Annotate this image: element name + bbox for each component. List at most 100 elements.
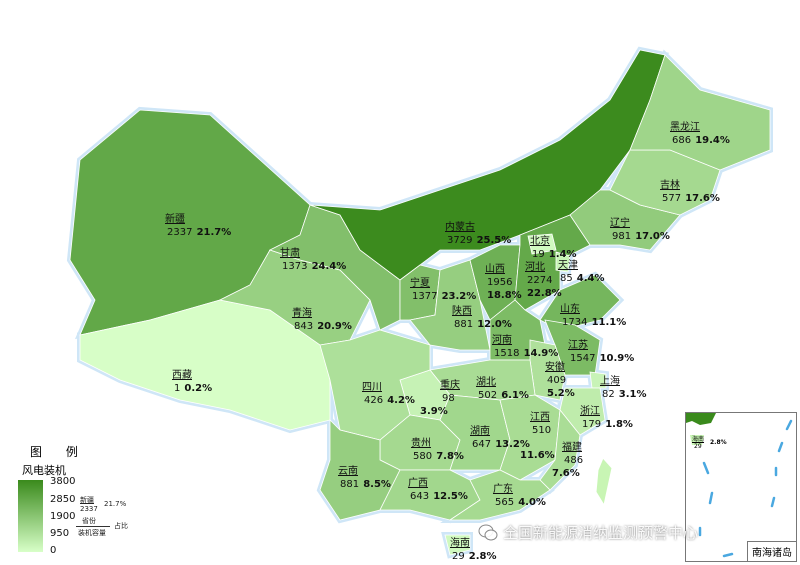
province-value: 426 — [364, 395, 383, 406]
province-name: 青海 — [292, 306, 312, 319]
legend-tick: 3800 — [50, 476, 76, 487]
province-value: 565 — [495, 497, 514, 508]
legend-color-bar — [18, 480, 43, 552]
legend-example-line — [76, 526, 110, 527]
province-name: 北京 — [530, 234, 550, 247]
province-name: 黑龙江 — [670, 120, 700, 133]
province-share: 14.9% — [524, 348, 559, 359]
province-value: 1377 — [412, 291, 437, 302]
province-name: 重庆 — [440, 378, 460, 391]
legend-example-province: 新疆 — [80, 496, 94, 504]
province-name: 云南 — [338, 464, 358, 477]
legend-tick: 0 — [50, 545, 57, 556]
province-share: 24.4% — [312, 261, 347, 272]
legend-example-side: 占比 — [114, 522, 128, 530]
province-value: 1547 — [570, 353, 595, 364]
province-value: 486 — [564, 455, 583, 466]
legend-example-bottom: 装机容量 — [78, 529, 106, 537]
province-share: 10.9% — [600, 353, 635, 364]
province-share: 13.2% — [495, 439, 530, 450]
province-value: 643 — [410, 491, 429, 502]
province-name: 山西 — [485, 263, 505, 275]
province-value: 1373 — [282, 261, 307, 272]
province-share: 21.7% — [197, 227, 232, 238]
province-share: 17.6% — [685, 193, 720, 204]
province-name: 河南 — [492, 333, 512, 346]
province-share: 1.8% — [605, 419, 633, 430]
province-name: 山东 — [560, 302, 580, 315]
province-share: 22.8% — [527, 288, 562, 299]
province-name: 吉林 — [660, 178, 680, 191]
province-name: 四川 — [362, 382, 382, 393]
province-name: 西藏 — [172, 369, 192, 381]
province-share: 5.2% — [547, 388, 575, 399]
province-share: 8.5% — [363, 479, 391, 490]
south-china-sea-inset: 海南 29 2.8% 南海诸岛 — [685, 412, 797, 562]
province-name: 湖北 — [476, 376, 496, 388]
province-name: 天津 — [558, 259, 578, 271]
province-name: 新疆 — [165, 212, 185, 225]
watermark-text: 全国新能源消纳监测预警中心 — [503, 524, 699, 542]
province-value: 981 — [612, 231, 631, 242]
province-name: 上海 — [600, 374, 620, 387]
province-天津[interactable] — [555, 251, 571, 273]
province-share: 23.2% — [442, 291, 477, 302]
province-value: 98 — [442, 393, 455, 404]
province-name: 甘肃 — [280, 246, 300, 259]
province-name: 福建 — [562, 440, 582, 453]
province-value: 647 — [472, 439, 491, 450]
inset-label: 南海诸岛 — [747, 541, 796, 561]
province-value: 409 — [547, 375, 566, 386]
province-name: 湖南 — [470, 424, 490, 437]
province-share: 25.5% — [477, 235, 512, 246]
province-name: 陕西 — [452, 304, 472, 317]
province-value: 2337 — [167, 227, 192, 238]
legend-example-top: 省份 — [82, 517, 96, 525]
province-share: 1.4% — [549, 249, 577, 260]
province-share: 3.1% — [619, 389, 647, 400]
province-share: 6.1% — [501, 390, 529, 401]
province-name: 河北 — [525, 261, 545, 273]
province-share: 2.8% — [469, 551, 497, 562]
province-value: 502 — [478, 390, 497, 401]
province-share: 17.0% — [635, 231, 670, 242]
province-value: 1 — [174, 383, 180, 394]
province-value: 843 — [294, 321, 313, 332]
province-name: 广东 — [493, 482, 513, 495]
province-share: 7.6% — [552, 468, 580, 479]
inset-hainan-name: 海南 — [692, 436, 705, 443]
province-name: 内蒙古 — [445, 220, 475, 233]
province-value: 881 — [340, 479, 359, 490]
province-四川[interactable] — [319, 329, 431, 441]
province-name: 江西 — [530, 411, 550, 423]
province-name: 浙江 — [580, 405, 600, 417]
province-name: 海南 — [450, 536, 470, 549]
province-海南[interactable] — [444, 534, 471, 556]
province-value: 686 — [672, 135, 691, 146]
province-黑龙江[interactable] — [629, 54, 771, 171]
province-name: 江苏 — [568, 338, 588, 351]
legend-title: 图 例 — [30, 445, 88, 459]
province-share: 4.0% — [518, 497, 546, 508]
legend-tick: 1900 — [50, 511, 76, 522]
province-share: 0.2% — [184, 383, 212, 394]
legend-example-pct: 21.7% — [104, 500, 127, 508]
province-北京[interactable] — [527, 233, 557, 255]
province-share: 12.5% — [433, 491, 468, 502]
province-广东[interactable] — [448, 469, 551, 521]
province-value: 19 — [532, 249, 545, 260]
province-value: 179 — [582, 419, 601, 430]
watermark: 全国新能源消纳监测预警中心 — [478, 522, 698, 543]
province-上海[interactable] — [589, 371, 607, 389]
taiwan-shape — [595, 457, 613, 507]
province-name: 安徽 — [545, 360, 565, 373]
province-share: 11.1% — [592, 317, 627, 328]
province-浙江[interactable] — [559, 387, 606, 436]
province-name: 辽宁 — [610, 216, 630, 229]
province-value: 82 — [602, 389, 615, 400]
province-江西[interactable] — [499, 394, 561, 481]
province-value: 3729 — [447, 235, 472, 246]
province-share: 19.4% — [695, 135, 730, 146]
inset-hainan-value: 29 — [694, 443, 702, 450]
